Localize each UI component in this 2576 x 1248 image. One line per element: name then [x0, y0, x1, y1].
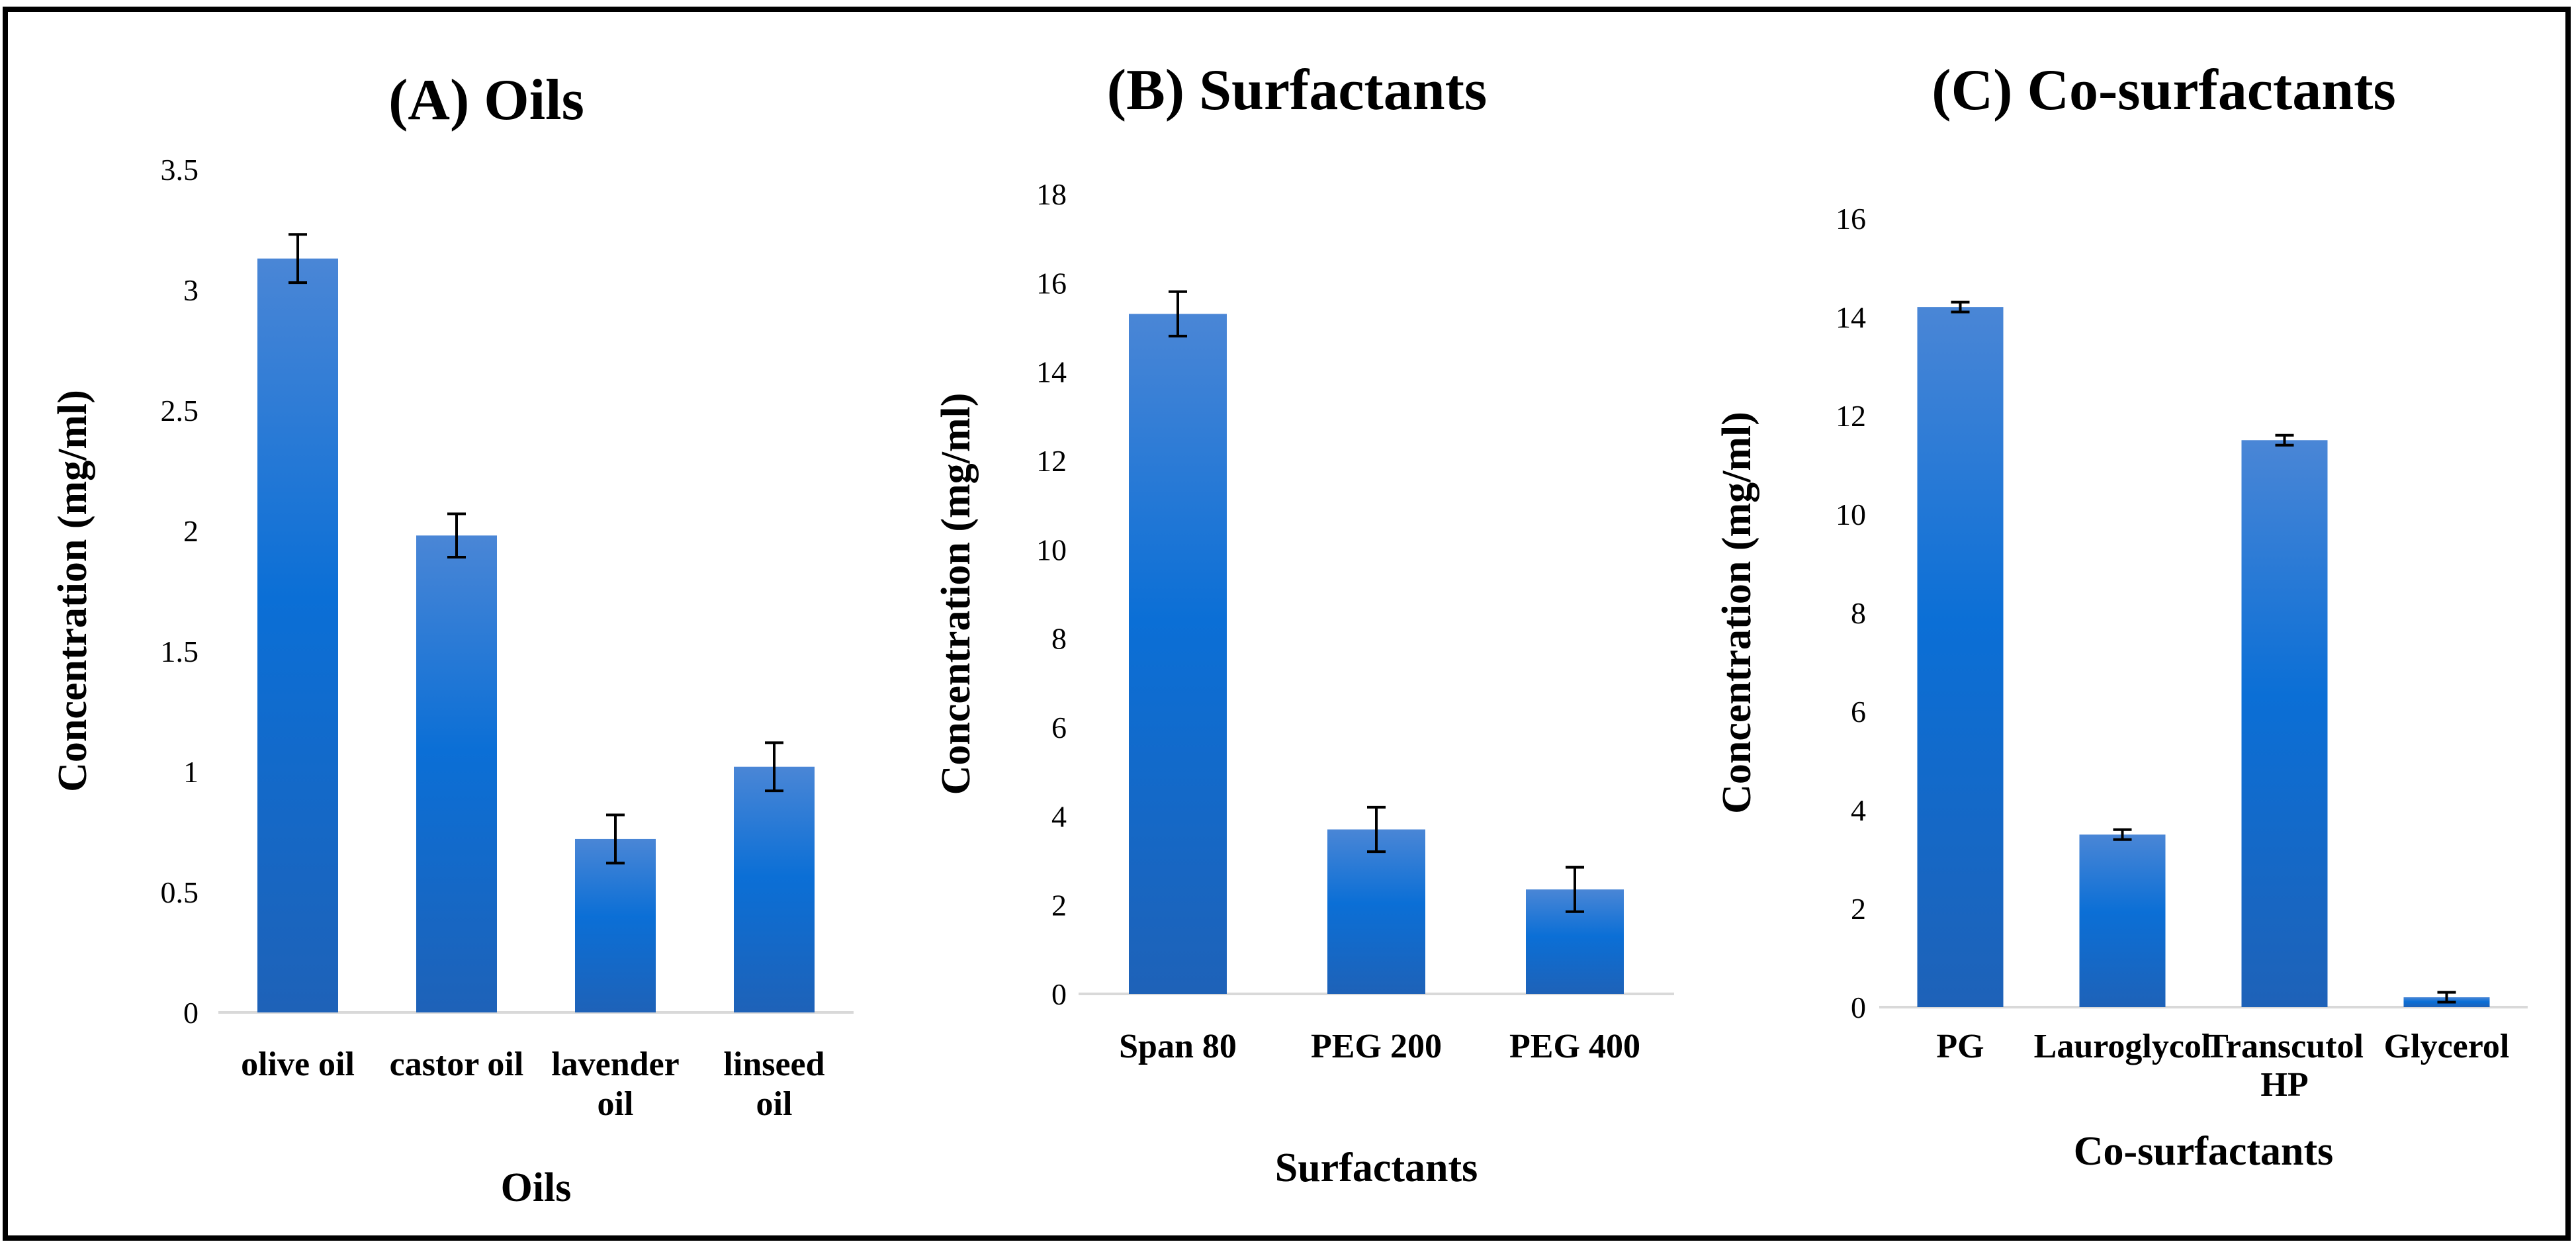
- y-tick-label: 3.5: [161, 153, 199, 187]
- y-tick-label: 6: [1051, 711, 1067, 744]
- error-bar: [289, 233, 307, 285]
- x-tick-label: olive oil: [241, 1046, 355, 1083]
- y-axis-title: Concentration (mg/ml): [50, 390, 95, 792]
- chart-panel-surfactants: (B) Surfactants 0 2 4 6 8 10 12 14 16 18 Concentrat…: [934, 58, 1674, 1190]
- y-tick-label: 16: [1836, 202, 1866, 236]
- y-tick-label: 6: [1851, 695, 1866, 729]
- y-tick-label: 4: [1051, 799, 1067, 833]
- error-bar: [1951, 300, 1970, 314]
- x-tick-label: Span 80: [1119, 1028, 1237, 1065]
- y-tick-label: 2.5: [161, 394, 199, 427]
- chart-title-surfactants: (B) Surfactants: [1107, 58, 1487, 122]
- bar: [416, 535, 497, 1012]
- bar: [734, 766, 815, 1012]
- y-tick-label: 0: [1051, 977, 1067, 1011]
- y-tick-label: 10: [1836, 498, 1866, 531]
- chart-title-oils: (A) Oils: [388, 68, 584, 132]
- x-tick-label: PEG 400: [1509, 1028, 1640, 1065]
- y-axis-title: Concentration (mg/ml): [934, 393, 979, 795]
- x-tick-label: lavender oil: [551, 1046, 680, 1123]
- x-tick-label: Lauroglycol: [2034, 1028, 2211, 1065]
- x-tick-label: PEG 200: [1311, 1028, 1442, 1065]
- chart-panel-co-surfactants: (C) Co-surfactants 0 2 4 6 8 10 12 14 16 Concentra…: [1714, 58, 2528, 1174]
- x-tick-label: Transcutol HP: [2205, 1028, 2364, 1104]
- y-tick-label: 8: [1851, 596, 1866, 630]
- error-bar: [2113, 828, 2132, 841]
- y-tick-label: 14: [1836, 300, 1866, 334]
- y-tick-label: 12: [1036, 444, 1067, 478]
- bar: [257, 258, 338, 1013]
- y-tick-label: 10: [1036, 533, 1067, 566]
- error-bar: [447, 512, 466, 559]
- bar: [2241, 440, 2328, 1007]
- y-tick-label: 4: [1851, 793, 1866, 827]
- x-tick-label: castor oil: [390, 1046, 524, 1083]
- x-axis-title: Surfactants: [1275, 1145, 1478, 1190]
- y-tick-label: 0: [183, 996, 199, 1030]
- y-tick-label: 18: [1036, 177, 1067, 211]
- bar: [1327, 829, 1425, 994]
- x-tick-label: Glycerol: [2384, 1028, 2510, 1065]
- y-axis-title: Concentration (mg/ml): [1714, 412, 1759, 814]
- error-bar: [2275, 433, 2294, 447]
- y-tick-label: 1.5: [161, 635, 199, 668]
- error-bar: [1566, 866, 1584, 913]
- y-tick-label: 2: [1851, 892, 1866, 926]
- bar: [1129, 314, 1227, 995]
- error-bar: [1169, 290, 1187, 337]
- bar: [2079, 834, 2166, 1007]
- error-bar: [765, 741, 783, 793]
- y-tick-label: 3: [183, 273, 199, 307]
- y-tick-label: 0.5: [161, 875, 199, 909]
- error-bar: [606, 813, 625, 865]
- bar: [575, 838, 656, 1012]
- y-tick-label: 1: [183, 755, 199, 789]
- chart-title-co-surfactants: (C) Co-surfactants: [1932, 58, 2395, 122]
- y-tick-label: 12: [1836, 399, 1866, 433]
- y-tick-label: 14: [1036, 355, 1067, 389]
- y-tick-label: 16: [1036, 266, 1067, 300]
- x-tick-label: linseed oil: [723, 1046, 824, 1123]
- error-bar: [2437, 991, 2456, 1004]
- y-tick-label: 2: [1051, 889, 1067, 922]
- x-axis-title: Oils: [501, 1165, 572, 1210]
- error-bar: [1367, 805, 1386, 854]
- y-tick-label: 8: [1051, 622, 1067, 656]
- bar: [1917, 307, 2004, 1008]
- y-tick-label: 2: [183, 514, 199, 548]
- x-axis-title: Co-surfactants: [2074, 1129, 2334, 1174]
- y-tick-label: 0: [1851, 991, 1866, 1024]
- x-tick-label: PG: [1936, 1028, 1984, 1065]
- chart-panel-oils: (A) Oils 0 0.5 1 1.5 2 2.5 3 3.5 Concentration (m…: [50, 68, 854, 1210]
